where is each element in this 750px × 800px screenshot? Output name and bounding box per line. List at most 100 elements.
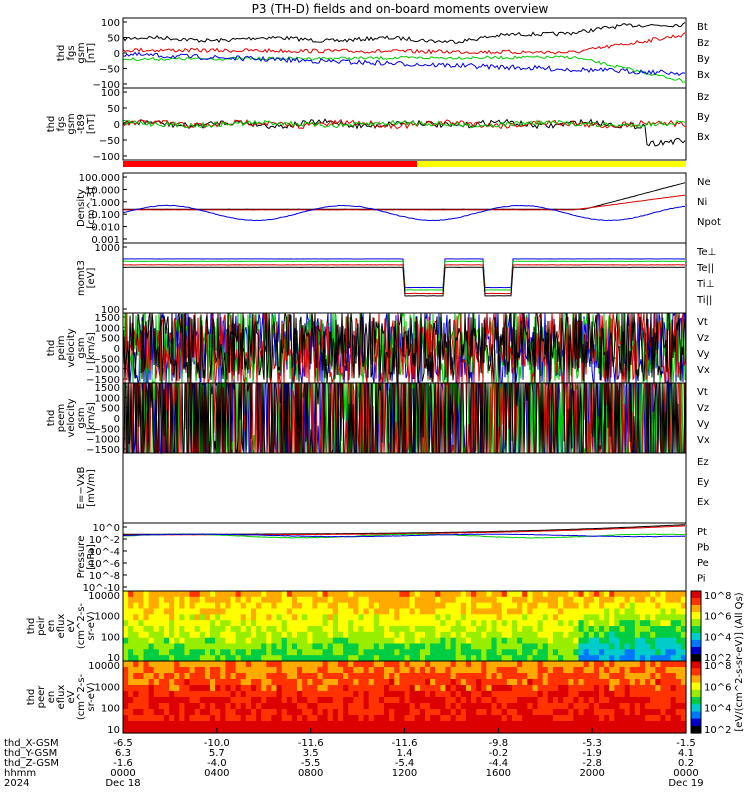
spectro-cell (573, 727, 580, 734)
spectro-cell (517, 721, 523, 728)
spectro-cell (215, 602, 221, 610)
spectro-cell (215, 703, 221, 710)
spectro-cell (445, 614, 452, 621)
spectro-cell (204, 673, 211, 680)
spectro-cell (332, 602, 339, 610)
spectro-cell (394, 602, 400, 610)
spectro-cell (491, 596, 498, 604)
spectro-cell (660, 626, 667, 633)
spectro-cell (455, 679, 462, 686)
spectro-cell (552, 637, 559, 645)
spectro-cell (481, 679, 487, 686)
spectro-cell (158, 614, 165, 621)
spectro-cell (220, 691, 226, 698)
spectro-cell (450, 643, 457, 650)
spectro-cell (297, 685, 303, 692)
spectro-cell (312, 709, 319, 716)
spectro-cell (465, 631, 472, 639)
spectro-cell (445, 626, 452, 633)
spectro-cell (414, 673, 421, 680)
spectro-cell (368, 697, 375, 704)
spectro-cell (230, 655, 237, 662)
ytick-label: 1000 (95, 612, 120, 623)
spectro-cell (225, 703, 232, 710)
spectro-cell (619, 637, 626, 645)
spectro-cell (204, 631, 211, 639)
spectro-cell (194, 626, 201, 633)
spectro-cell (465, 691, 472, 698)
spectro-cell (558, 655, 564, 662)
spectro-cell (251, 709, 257, 716)
spectro-cell (527, 715, 533, 722)
spectro-cell (245, 703, 252, 710)
spectro-cell (153, 655, 160, 662)
spectro-cell (399, 673, 406, 680)
ylabel-line: thd (46, 410, 57, 427)
spectro-cell (235, 703, 242, 710)
spectro-cell (609, 655, 615, 662)
spectro-cell (491, 655, 498, 662)
spectro-cell (665, 602, 672, 610)
ytick-label: 10^0 (93, 523, 120, 534)
spectro-cell (425, 655, 431, 662)
spectro-cell (394, 649, 400, 656)
spectro-cell (645, 649, 651, 656)
spectro-cell (123, 691, 129, 698)
spectro-cell (363, 591, 370, 598)
spectro-cell (312, 631, 319, 639)
spectro-cell (189, 596, 196, 604)
spectro-cell (532, 631, 539, 639)
spectro-cell (276, 591, 283, 598)
spectro-cell (445, 721, 452, 728)
spectro-cell (435, 709, 441, 716)
spectro-cell (384, 591, 390, 598)
spectro-cell (419, 721, 426, 728)
mode-bar (123, 161, 686, 167)
spectro-cell (138, 715, 145, 722)
spectro-cell (614, 721, 620, 728)
spectro-cell (486, 703, 493, 710)
spectro-cell (599, 620, 605, 627)
spectro-cell (425, 691, 431, 698)
spectro-cell (639, 697, 646, 704)
ylabel-line: [nT] (86, 114, 97, 134)
spectro-cell (547, 685, 554, 692)
spectro-cell (639, 614, 646, 621)
spectro-cell (404, 620, 411, 627)
spectro-cell (604, 673, 610, 680)
spectro-cell (348, 661, 354, 668)
spectro-cell (363, 667, 370, 674)
spectro-cell (143, 721, 150, 728)
spectro-cell (389, 626, 395, 633)
spectro-cell (670, 649, 677, 656)
spectro-cell (332, 715, 339, 722)
spectro-cell (230, 614, 237, 621)
spectro-cell (660, 703, 667, 710)
spectro-cell (537, 685, 544, 692)
spectro-cell (256, 709, 262, 716)
spectro-cell (368, 709, 375, 716)
spectro-cell (512, 715, 518, 722)
spectro-cell (312, 661, 319, 668)
spectro-cell (476, 721, 482, 728)
spectro-cell (138, 685, 145, 692)
spectro-cell (199, 637, 206, 645)
spectro-cell (435, 596, 441, 604)
spectro-cell (614, 608, 620, 615)
spectro-cell (614, 655, 620, 662)
spectro-cell (547, 679, 554, 686)
spectro-cell (537, 691, 544, 698)
spectro-cell (578, 643, 585, 650)
spectro-cell (430, 620, 436, 627)
spectro-cell (532, 661, 539, 668)
spectro-cell (465, 673, 472, 680)
spectro-cell (573, 637, 580, 645)
spectro-cell (327, 661, 334, 668)
spectro-cell (440, 643, 446, 650)
spectro-cell (378, 697, 385, 704)
spectro-cell (307, 655, 313, 662)
colorbar: 10^810^610^410^210^810^610^410^2 [eV/(cm^… (690, 590, 745, 736)
spectro-cell (583, 608, 590, 615)
trace-bz (122, 32, 686, 55)
spectro-cell (343, 721, 349, 728)
